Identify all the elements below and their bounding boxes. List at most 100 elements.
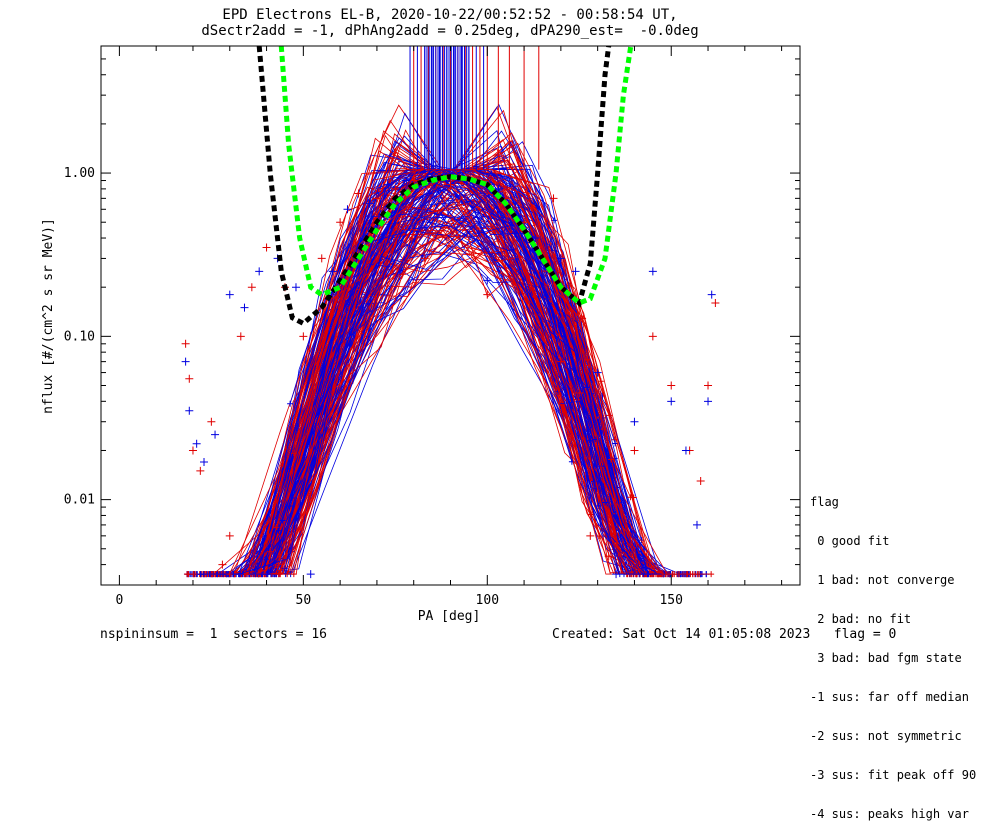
data-point: [328, 267, 337, 276]
data-trace: [269, 169, 688, 575]
data-point: [604, 552, 613, 561]
data-point: [586, 531, 595, 540]
footer-left: nspininsum = 1 sectors = 16: [100, 627, 327, 642]
y-tick-label: 1.00: [64, 166, 95, 181]
data-marker: [226, 571, 233, 578]
data-trace: [229, 169, 596, 575]
data-point: [391, 184, 400, 193]
data-point: [255, 267, 264, 276]
data-point: [207, 417, 216, 426]
x-tick-label: 100: [476, 593, 499, 608]
data-point: [593, 368, 602, 377]
data-point: [402, 176, 411, 185]
data-point: [291, 283, 300, 292]
legend-item: -2 sus: not symmetric: [810, 729, 962, 743]
data-marker: [627, 494, 634, 501]
data-point: [420, 254, 429, 263]
data-point: [556, 357, 565, 366]
data-trace: [282, 181, 588, 521]
data-point: [531, 234, 540, 243]
data-trace: [229, 150, 612, 575]
data-point: [711, 299, 720, 308]
data-point: [549, 194, 558, 203]
data-point: [696, 477, 705, 486]
data-point: [181, 357, 190, 366]
data-point: [336, 218, 345, 227]
fit-curve: [278, 46, 634, 306]
data-point: [188, 446, 197, 455]
data-trace: [278, 169, 606, 531]
data-trace: [291, 225, 563, 499]
data-point: [667, 381, 676, 390]
data-point: [343, 205, 352, 214]
data-point: [372, 194, 381, 203]
data-trace: [267, 187, 596, 575]
data-trace: [258, 203, 579, 575]
data-point: [704, 397, 713, 406]
data-point: [648, 267, 657, 276]
data-trace: [200, 222, 678, 575]
data-point: [185, 406, 194, 415]
data-trace: [234, 184, 570, 575]
chart-title-line2: dSectr2add = -1, dPhAng2add = 0.25deg, d…: [201, 23, 699, 39]
legend-item: flag: [810, 495, 839, 509]
data-point: [630, 417, 639, 426]
data-marker: [281, 565, 288, 572]
chart-title-line1: EPD Electrons EL-B, 2020-10-22/00:52:52 …: [222, 7, 678, 23]
data-trace: [232, 169, 685, 575]
data-marker: [602, 499, 609, 506]
data-marker: [588, 511, 595, 518]
data-point: [185, 374, 194, 383]
axes: 0 50 100 150 0.01 0.10 1.00: [64, 45, 800, 608]
data-point: [225, 290, 234, 299]
data-point: [681, 446, 690, 455]
footer-right: Created: Sat Oct 14 01:05:08 2023 flag =…: [552, 627, 897, 642]
data-trace: [250, 228, 618, 575]
data-point: [667, 397, 676, 406]
data-point: [494, 184, 503, 193]
data-point: [240, 303, 249, 312]
x-tick-label: 0: [115, 593, 123, 608]
data-marker: [287, 400, 294, 407]
data-marker: [606, 412, 613, 419]
data-marker: [266, 548, 273, 555]
data-marker: [275, 527, 282, 534]
data-point: [446, 180, 455, 189]
data-point: [211, 430, 220, 439]
y-axis-label: nflux [#/(cm^2 s sr MeV)]: [41, 218, 56, 414]
data-point: [571, 267, 580, 276]
data-point: [483, 290, 492, 299]
x-tick-label: 50: [296, 593, 312, 608]
data-layer: [181, 46, 720, 579]
legend-item: -4 sus: peaks high var: [810, 807, 969, 821]
data-marker: [583, 384, 590, 391]
data-point: [483, 276, 492, 285]
legend-item: -1 sus: far off median: [810, 690, 969, 704]
y-tick-label: 0.10: [64, 329, 95, 344]
data-point: [704, 381, 713, 390]
data-point: [692, 520, 701, 529]
data-point: [306, 570, 315, 579]
legend-item: 3 bad: bad fgm state: [810, 651, 962, 665]
data-point: [218, 560, 227, 569]
data-trace: [261, 177, 665, 575]
data-marker: [615, 499, 622, 506]
data-marker: [595, 502, 602, 509]
data-point: [196, 466, 205, 475]
x-axis-label: PA [deg]: [418, 609, 481, 624]
data-point: [317, 254, 326, 263]
legend-item: 2 bad: no fit: [810, 612, 912, 626]
data-trace: [205, 169, 647, 575]
data-point: [262, 243, 271, 252]
data-marker: [244, 571, 251, 578]
data-point: [556, 254, 565, 263]
data-point: [181, 339, 190, 348]
data-point: [299, 332, 308, 341]
flag-legend: flag 0 good fit 1 bad: not converge 2 ba…: [810, 470, 976, 834]
data-marker: [284, 465, 291, 472]
data-point: [648, 332, 657, 341]
data-point: [200, 457, 209, 466]
data-trace: [241, 186, 664, 575]
data-trace: [284, 232, 667, 575]
data-point: [707, 290, 716, 299]
